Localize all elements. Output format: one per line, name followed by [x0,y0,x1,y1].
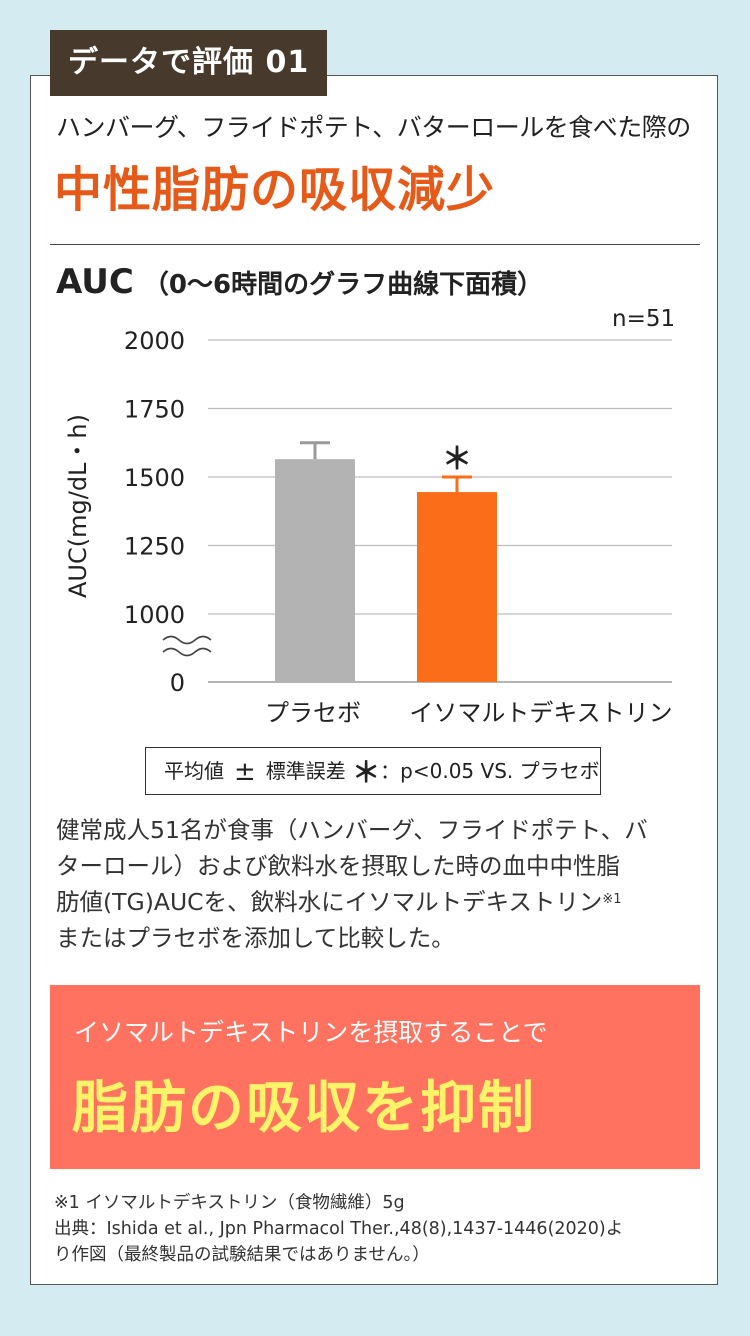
footnote-line: ※1 イソマルトデキストリン（食物繊維）5g [54,1193,405,1213]
subtitle: ハンバーグ、フライドポテト、バターロールを食べた際の [56,113,691,142]
page-title: 中性脂肪の吸収減少 [54,162,496,218]
chart-title: AUC （0〜6時間のグラフ曲線下面積） [56,262,543,302]
x-category-label: イソマルトデキストリン [409,699,672,727]
conclusion-banner: イソマルトデキストリンを摂取することで 脂肪の吸収を抑制 [50,985,700,1169]
axis-break-icon [162,635,212,645]
y-tick-label: 1250 [124,533,185,561]
footnote-line: り作図（最終製品の試験結果ではありません。） [54,1245,430,1265]
description: 健常成人51名が食事（ハンバーグ、フライドポテト、バ ターロール）および飲料水を… [56,812,696,956]
description-line-text: 肪値(TG)AUCを、飲料水にイソマルトデキストリン [56,888,603,916]
bar-1 [275,459,355,682]
description-line: 肪値(TG)AUCを、飲料水にイソマルトデキストリン※1 [56,884,696,920]
description-line: 健常成人51名が食事（ハンバーグ、フライドポテト、バ [56,816,648,844]
bar-2 [417,492,497,682]
footnote-ref: ※1 [602,892,622,907]
chart-title-main: AUC [56,262,134,302]
bar-chart: 0 1000 1250 1500 1750 2000 AUC(mg/dL・h) プラセボ ＊ イソ… [64,327,673,727]
description-line: ターロール）および飲料水を摂取した時の血中中性脂 [56,852,620,880]
chart-title-paren: （0〜6時間のグラフ曲線下面積） [142,270,544,300]
x-category-label: プラセボ [265,699,361,727]
sample-size-label: n=51 [612,306,676,332]
banner-subtitle: イソマルトデキストリンを摂取することで [74,1018,548,1047]
legend-se: 標準誤差 [265,759,346,783]
banner-headline: 脂肪の吸収を抑制 [72,1076,536,1141]
divider [50,244,700,245]
y-tick-label: 1000 [124,601,185,629]
y-tick-label: 0 [170,669,185,697]
y-tick-label: 1750 [124,396,185,424]
footnotes: ※1 イソマルトデキストリン（食物繊維）5g 出典：Ishida et al.,… [54,1190,704,1268]
plus-minus-icon: ± [234,757,256,787]
legend-box: 平均値 ± 標準誤差 ＊：p<0.05 VS. プラセボ [145,747,601,795]
footnote-line: 出典：Ishida et al., Jpn Pharmacol Ther.,48… [54,1219,624,1239]
y-axis-label: AUC(mg/dL・h) [64,414,92,598]
y-tick-label: 2000 [124,327,185,355]
asterisk-icon: ＊ [352,756,381,789]
description-line: またはプラセボを添加して比較した。 [56,924,455,952]
legend-significance: ：p<0.05 VS. プラセボ [380,759,600,783]
axis-break-icon [162,647,212,657]
section-tag: データで評価 01 [50,30,328,96]
legend-mean: 平均値 [164,759,224,783]
significance-mark: ＊ [442,442,472,477]
y-tick-label: 1500 [124,464,185,492]
